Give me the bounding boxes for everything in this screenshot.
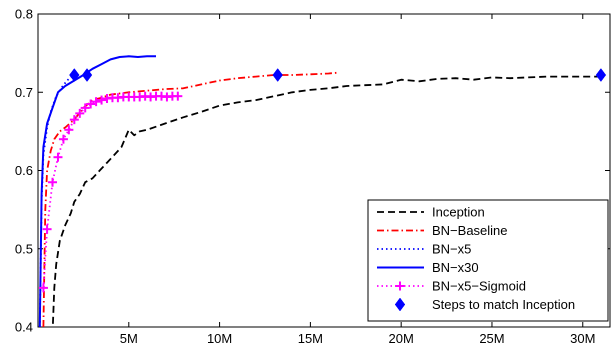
data-point-bn-x5-sigmoid xyxy=(58,134,68,144)
data-point-bn-x5-sigmoid xyxy=(80,103,90,113)
data-point-bn-x5-sigmoid xyxy=(53,152,63,162)
match-point xyxy=(595,68,607,82)
legend: Inception BN−Baseline BN−x5 BN−x30 BN−x5−Sig… xyxy=(367,199,609,322)
legend-item-bn-x5: BN−x5 xyxy=(377,242,471,257)
y-tick-label: 0.8 xyxy=(15,7,33,22)
legend-label: BN−Baseline xyxy=(432,223,508,238)
legend-label: Steps to match Inception xyxy=(432,297,575,312)
legend-item-bn-x5-sigmoid: BN−x5−Sigmoid xyxy=(377,279,526,294)
match-point xyxy=(69,68,80,82)
series-layer xyxy=(38,55,601,327)
x-tick-label: 20M xyxy=(389,331,414,346)
data-point-bn-x5-sigmoid xyxy=(86,99,96,109)
series-line-inception xyxy=(51,75,601,327)
data-point-bn-x5-sigmoid xyxy=(38,283,48,293)
y-tick-label: 0.7 xyxy=(15,85,33,100)
legend-item-bn-x30: BN−x30 xyxy=(377,260,479,275)
legend-item-steps-to-match-inception: Steps to match Inception xyxy=(394,297,575,312)
data-point-bn-x5-sigmoid xyxy=(64,125,74,135)
data-point-bn-x5-sigmoid xyxy=(173,91,183,101)
x-tick-label: 30M xyxy=(570,331,595,346)
y-tick-label: 0.4 xyxy=(15,320,33,335)
data-point-bn-x5-sigmoid xyxy=(91,97,101,107)
data-point-bn-x5-sigmoid xyxy=(97,95,107,105)
legend-marker-diamond xyxy=(394,297,406,312)
x-axis: 5M 10M 15M 20M 25M 30M xyxy=(120,14,595,346)
data-point-bn-x5-sigmoid xyxy=(69,115,79,125)
y-tick-label: 0.5 xyxy=(15,241,33,256)
x-tick-label: 5M xyxy=(120,331,138,346)
data-point-bn-x5-sigmoid xyxy=(75,108,85,118)
legend-label: BN−x5−Sigmoid xyxy=(432,279,526,294)
legend-label: BN−x30 xyxy=(432,260,479,275)
x-tick-label: 15M xyxy=(298,331,323,346)
legend-marker-plus xyxy=(395,281,405,291)
legend-label: Inception xyxy=(432,205,485,220)
legend-item-inception: Inception xyxy=(377,205,485,220)
x-tick-label: 25M xyxy=(479,331,504,346)
legend-label: BN−x5 xyxy=(432,242,471,257)
legend-box xyxy=(367,199,609,322)
match-points xyxy=(69,68,607,82)
match-point xyxy=(81,68,93,82)
data-point-bn-x5-sigmoid xyxy=(48,177,58,187)
series-line-bn-baseline xyxy=(42,71,338,327)
match-point xyxy=(272,68,283,82)
x-tick-label: 10M xyxy=(207,331,232,346)
data-point-bn-x5-sigmoid xyxy=(42,224,52,234)
legend-item-bn-baseline: BN−Baseline xyxy=(377,223,508,238)
y-tick-label: 0.6 xyxy=(15,163,33,178)
